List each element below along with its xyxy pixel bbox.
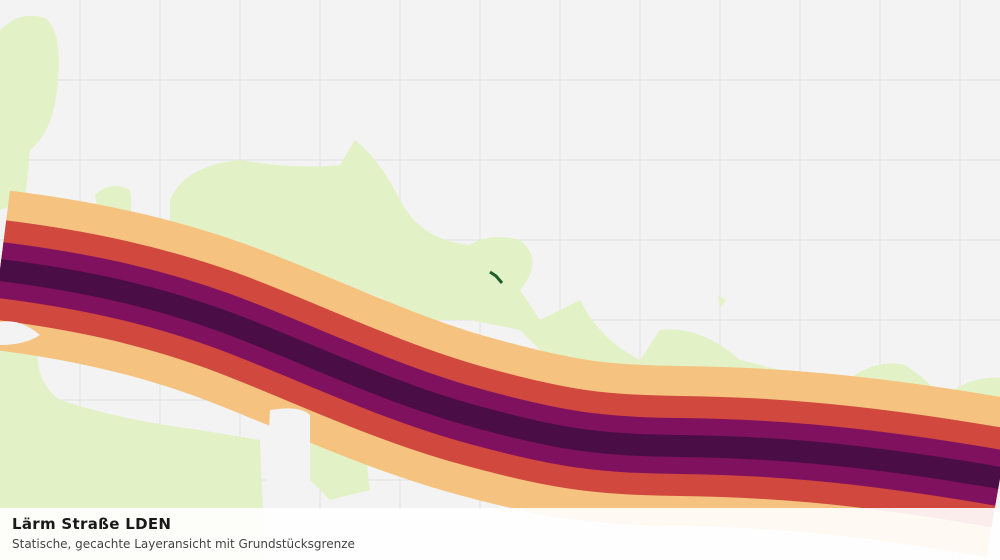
gap-area (265, 408, 310, 508)
gap-area (0, 321, 40, 345)
caption-bar: Lärm Straße LDEN Statische, gecachte Lay… (0, 508, 1000, 560)
map-title: Lärm Straße LDEN (12, 515, 172, 533)
parcel-boundary (489, 270, 504, 284)
noise-bands (0, 190, 1000, 557)
map-subtitle: Statische, gecachte Layeransicht mit Gru… (12, 537, 355, 551)
noise-band-70 (0, 259, 1000, 489)
